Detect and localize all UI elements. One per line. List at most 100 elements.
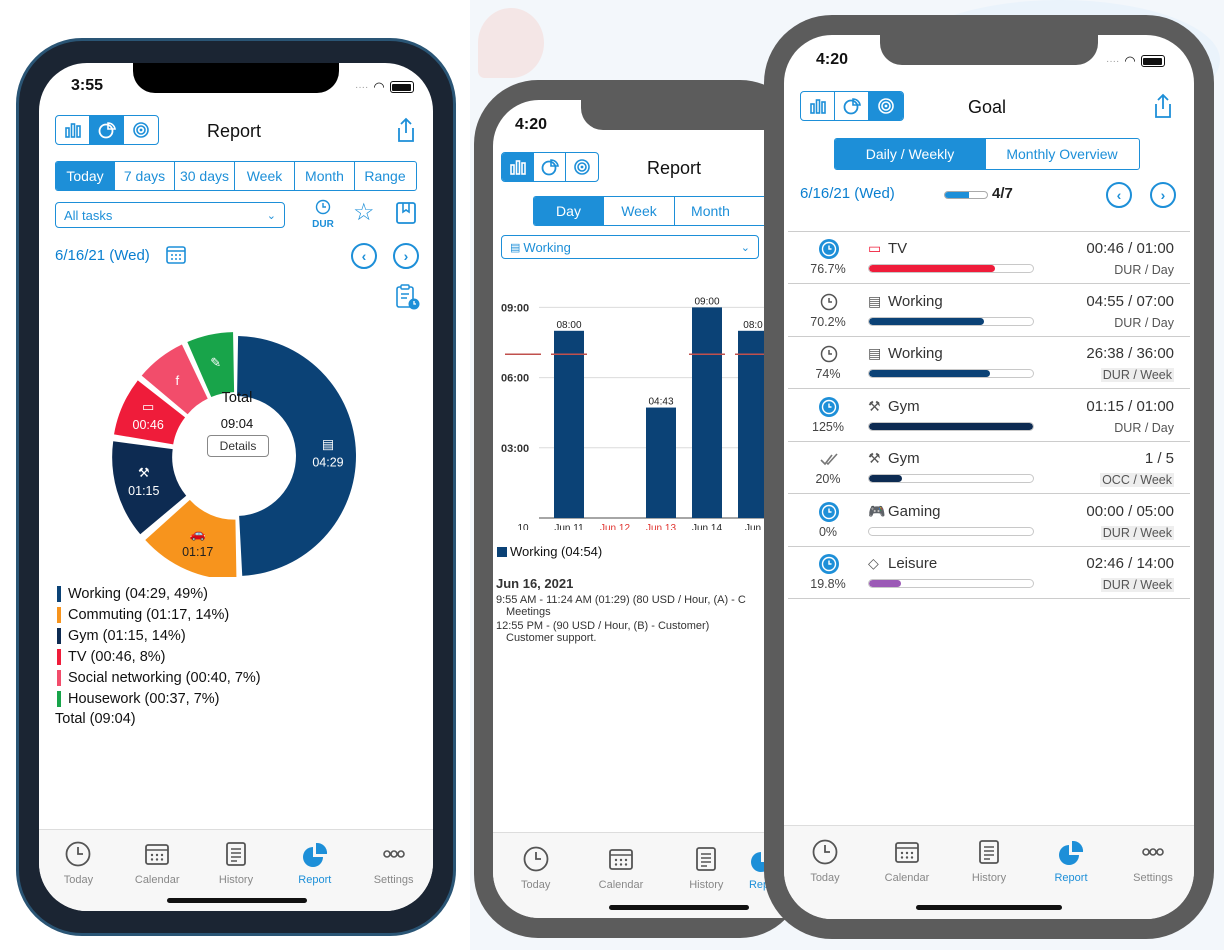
tab-daily-weekly[interactable]: Daily / Weekly [835,139,986,169]
bar[interactable] [738,330,768,518]
tab-month[interactable]: Month [691,203,730,219]
calendar-icon[interactable] [165,243,187,270]
goal-task-name: Gaming [888,502,941,520]
task-select[interactable]: All tasks ⌄ [55,202,285,228]
legend-color-bar [57,606,61,623]
tab-today[interactable]: Today [39,840,118,911]
goal-row[interactable]: 70.2% ▤ Working 04:55 / 07:00 DUR / Day [788,285,1190,337]
donut-slice-tv[interactable] [114,380,186,445]
donut-slice-value: 01:17 [182,545,213,559]
tab-settings[interactable]: Settings [354,840,433,911]
legend-item: TV (00:46, 8%) [57,646,261,667]
star-icon[interactable]: ☆ [353,199,375,226]
pie-chart-icon [98,122,116,139]
goal-percent: 125% [812,419,844,434]
legend-color-bar [57,627,61,644]
bar[interactable] [554,330,584,518]
goal-row[interactable]: 0% 🎮 Gaming 00:00 / 05:00 DUR / Week [788,495,1190,547]
tab-month[interactable]: Month [295,162,355,190]
pie-chart-tab[interactable] [90,116,124,144]
tab-calendar[interactable]: Calendar [866,838,948,919]
tab-calendar[interactable]: Calendar [118,840,197,911]
goal-tab[interactable] [124,116,158,144]
settings-icon [1139,838,1167,869]
bar-chart-tab[interactable] [502,153,534,181]
tab-history[interactable]: History [197,840,276,911]
tab-day[interactable]: Day [534,197,604,225]
goal-tab[interactable] [869,92,903,120]
tab-history[interactable]: History [948,838,1030,919]
goal-tab[interactable] [566,153,598,181]
details-button[interactable]: Details [207,435,269,457]
tab-report[interactable]: Report [275,840,354,911]
goal-progress-bar [868,369,1034,378]
gamepad-icon: 🎮 [868,502,886,519]
date-label[interactable]: 6/16/21 (Wed) [55,247,150,264]
donut-center-title: Total [221,390,253,406]
legend-label: Commuting (01:17, 14%) [68,606,230,623]
goal-progress-fill [869,265,995,272]
goal-row[interactable]: 125% ⚒ Gym 01:15 / 01:00 DUR / Day [788,390,1190,442]
tab-30-days[interactable]: 30 days [175,162,235,190]
previous-day-button[interactable]: ‹ [1106,182,1132,208]
tab-calendar[interactable]: Calendar [578,845,663,918]
tab-label: Settings [373,874,414,886]
pie-chart-icon [541,159,559,176]
goal-row[interactable]: 74% ▤ Working 26:38 / 36:00 DUR / Week [788,337,1190,389]
clock-filled-icon [818,238,840,265]
tab-today[interactable]: Today [56,162,115,190]
task-select-value: All tasks [64,207,113,223]
goal-row[interactable]: 76.7% ▭ TV 00:46 / 01:00 DUR / Day [788,232,1190,284]
donut-slice-gym[interactable] [112,441,187,535]
bar-chart-tab[interactable] [801,92,835,120]
donut-slice-housework[interactable] [187,332,235,398]
bar[interactable] [646,407,676,518]
tab-range[interactable]: Range [364,168,406,184]
share-icon[interactable] [1152,93,1174,124]
bar-chart-tab[interactable] [56,116,90,144]
book-icon[interactable] [395,201,417,230]
tab-7-days[interactable]: 7 days [115,162,175,190]
task-select[interactable]: ▤ Working ⌄ [501,235,759,259]
next-day-button[interactable]: › [1150,182,1176,208]
date-label[interactable]: 6/16/21 (Wed) [800,185,895,202]
tab-today[interactable]: Today [784,838,866,919]
clipboard-clock-icon[interactable] [395,283,421,316]
donut-slice-working[interactable] [237,336,357,576]
battery-icon [389,81,414,93]
tab-week[interactable]: Week [235,162,295,190]
time-entry[interactable]: 12:55 PM - (90 USD / Hour, (B) - Custome… [496,620,793,644]
donut-slice-social-networking[interactable] [141,344,208,415]
goal-value: 04:55 / 07:00 [1086,292,1174,310]
legend-item: Housework (00:37, 7%) [57,688,261,709]
time-entry[interactable]: 9:55 AM - 11:24 AM (01:29) (80 USD / Hou… [496,594,793,618]
tab-settings[interactable]: Settings [1112,838,1194,919]
tab-today[interactable]: Today [493,845,578,918]
pie-chart-tab[interactable] [835,92,869,120]
tab-report[interactable]: Report [1030,838,1112,919]
status-time: 4:20 [515,116,548,133]
report-type-switch [55,115,159,145]
previous-day-button[interactable]: ‹ [351,243,377,269]
time-entry-range: 9:55 AM - 11:24 AM (01:29) (80 USD / Hou… [496,594,746,606]
goal-progress-bar [868,421,1034,431]
page-title: Report [647,158,702,178]
bar[interactable] [692,307,722,518]
tab-monthly-overview[interactable]: Monthly Overview [1006,146,1118,162]
tab-week[interactable]: Week [604,197,675,225]
y-tick-label: 06:00 [501,373,529,385]
bar-label: 08:0 [743,320,763,331]
share-icon[interactable] [395,117,417,148]
next-day-button[interactable]: › [393,243,419,269]
tab-history[interactable]: History [664,845,749,918]
goal-row[interactable]: 19.8% ◇ Leisure 02:46 / 14:00 DUR / Week [788,547,1190,599]
working-icon: ▤ [868,292,882,309]
pie-chart-tab[interactable] [534,153,566,181]
page-title: Report [207,121,262,141]
duration-filter-button[interactable]: DUR [309,199,337,230]
donut-slice-commuting[interactable] [145,499,237,577]
goal-row[interactable]: 20% ⚒ Gym 1 / 5 OCC / Week [788,442,1190,494]
clock-filled-icon [818,501,840,528]
clock-outline-icon [818,343,840,370]
tab-label: Report [298,874,332,886]
